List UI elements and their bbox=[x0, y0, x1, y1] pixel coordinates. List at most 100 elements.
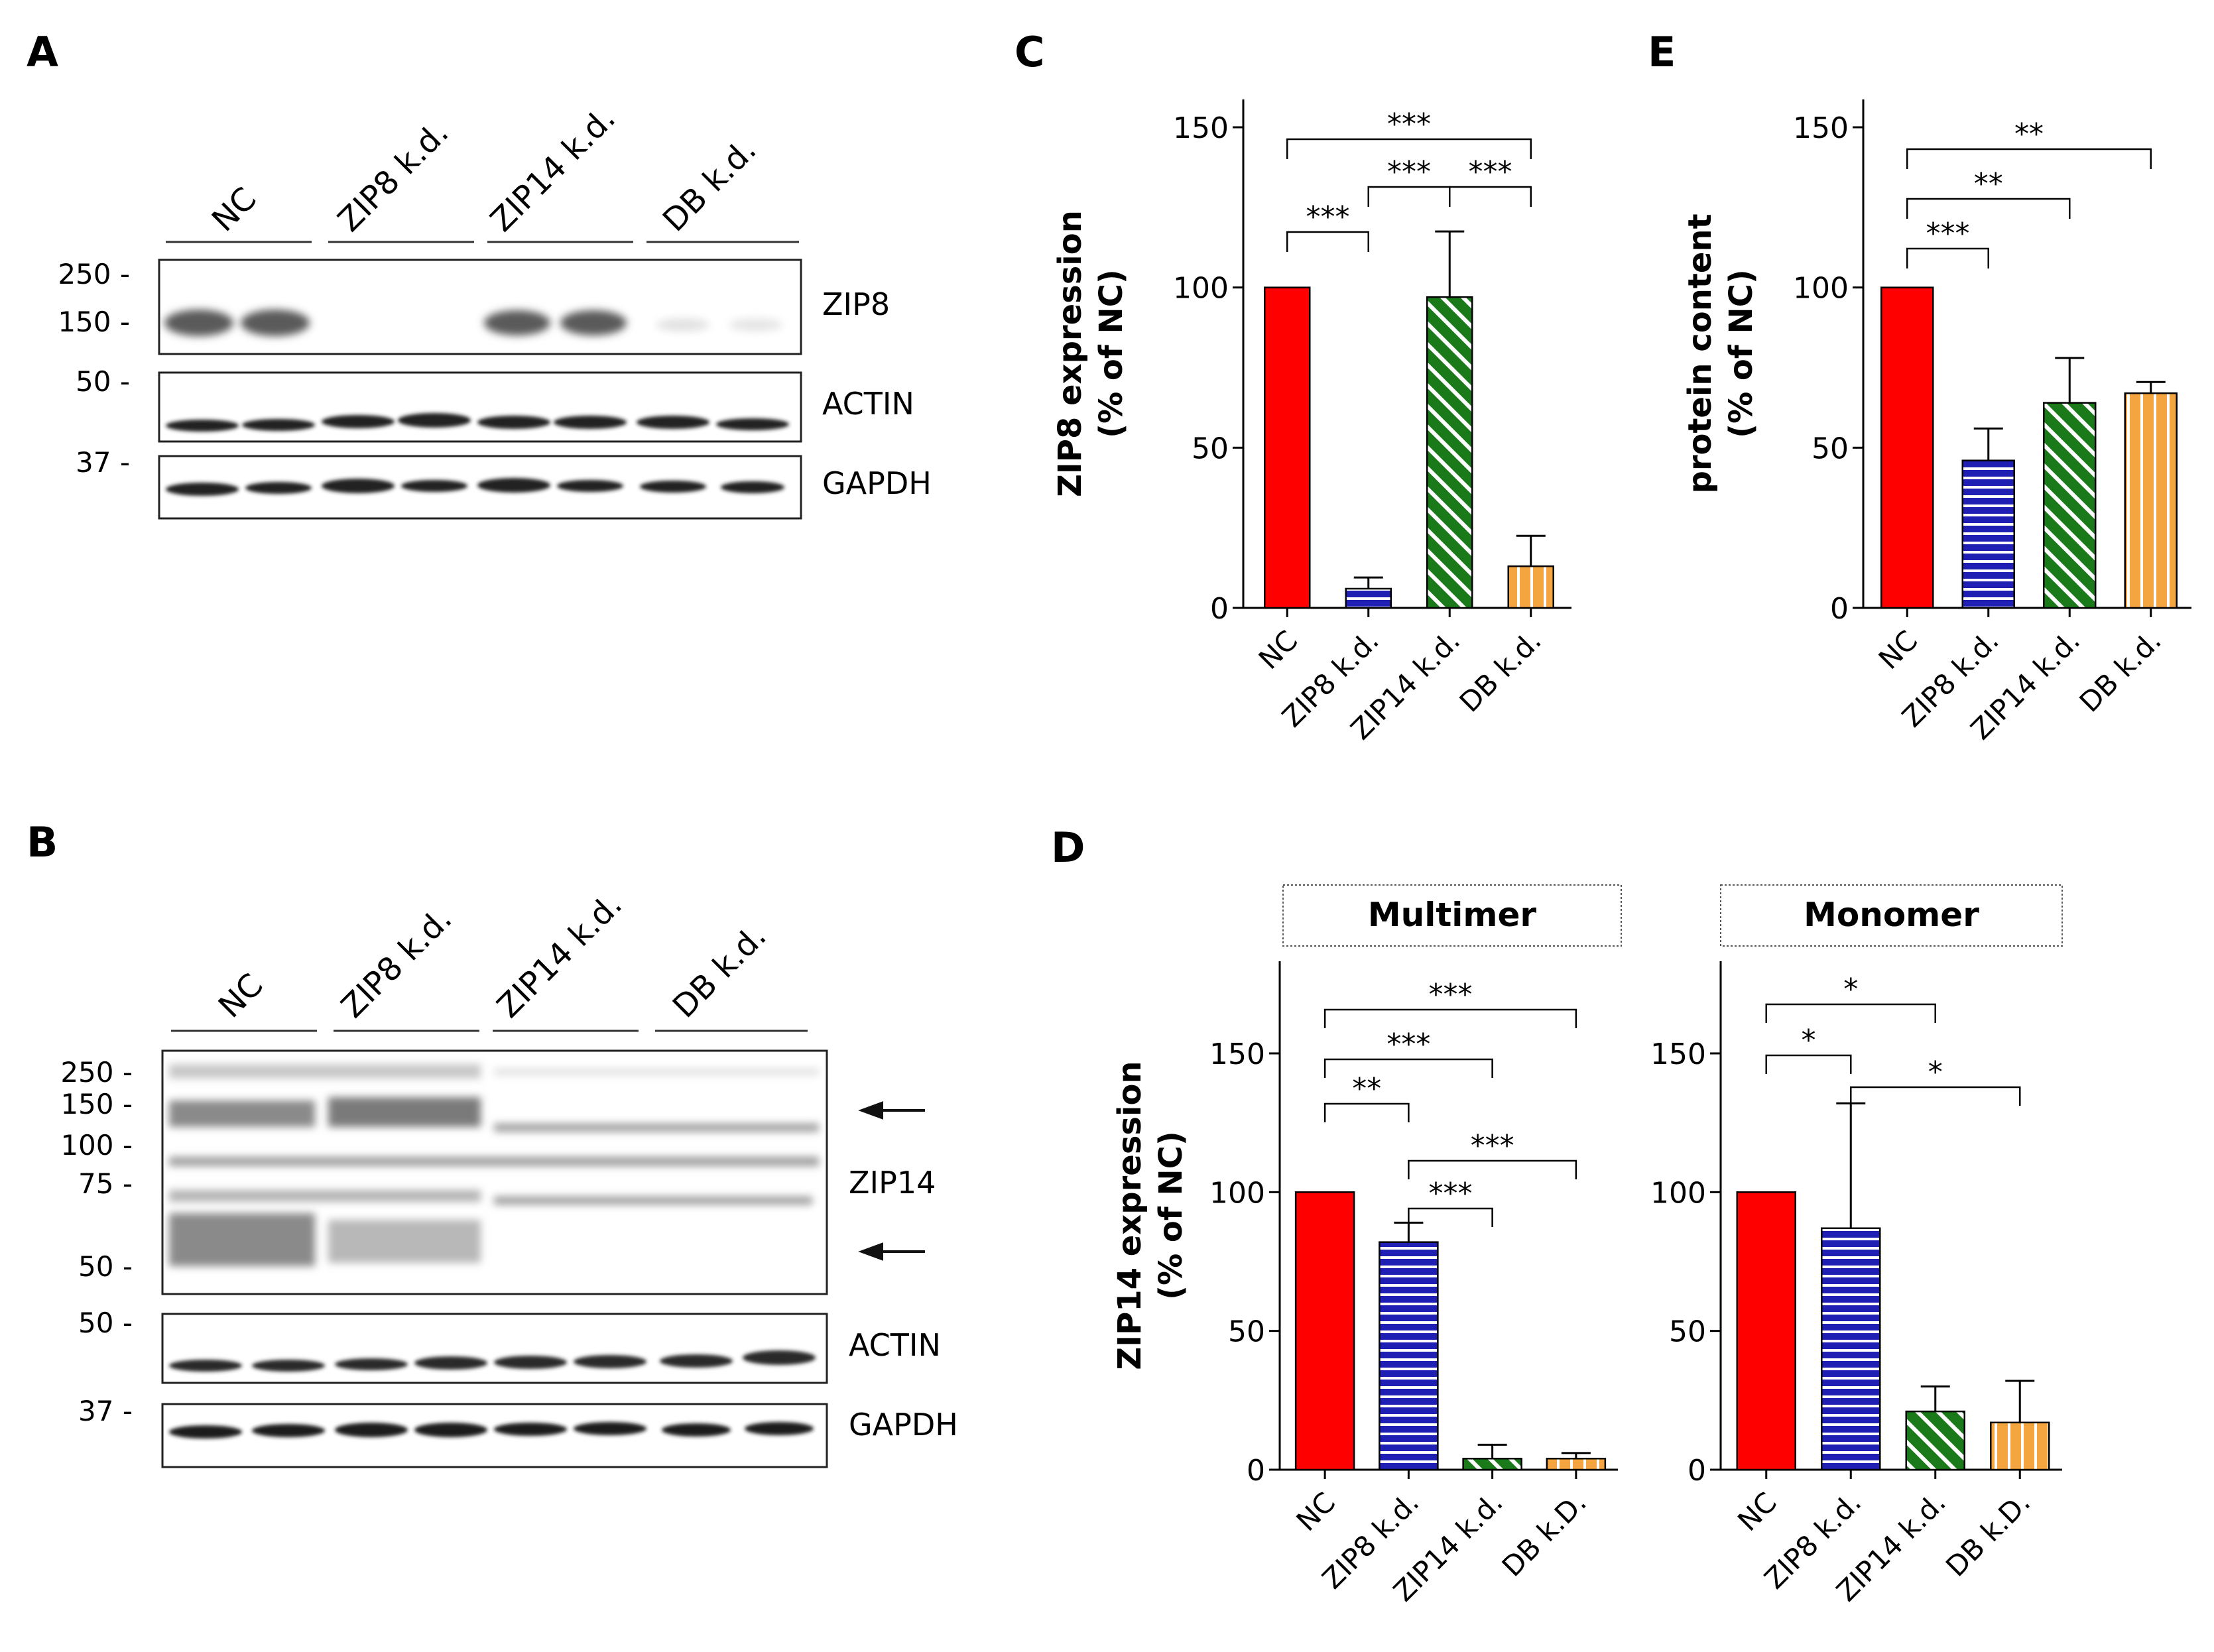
bar bbox=[1821, 1227, 1881, 1471]
y-tick-label: 100 bbox=[1209, 1176, 1265, 1210]
y-axis-label: (% of NC) bbox=[1152, 1131, 1190, 1300]
arrow-icon bbox=[858, 1242, 925, 1261]
lane-label-nc: NC bbox=[212, 967, 271, 1026]
arrow-icon bbox=[858, 1101, 925, 1120]
bar bbox=[1345, 587, 1392, 609]
bar bbox=[1264, 286, 1311, 609]
bar bbox=[1961, 459, 2015, 609]
blot-actin-a: ACTIN 50 - bbox=[76, 365, 914, 443]
x-tick-label: DB k.d. bbox=[1453, 624, 1548, 718]
significance-label: *** bbox=[1387, 107, 1431, 141]
significance-bracket bbox=[1323, 1008, 1577, 1028]
significance-bracket bbox=[1765, 1003, 1936, 1023]
blot-gapdh-b: GAPDH 37 - bbox=[78, 1395, 958, 1468]
chart-title-box bbox=[1282, 884, 1622, 947]
lane-label-zip14: ZIP14 k.d. bbox=[483, 99, 623, 239]
lane-label-zip8: ZIP8 k.d. bbox=[334, 900, 459, 1025]
y-tick-label: 50 bbox=[1192, 432, 1229, 465]
significance-label: ** bbox=[1352, 1072, 1381, 1106]
y-axis-label: (% of NC) bbox=[1723, 269, 1760, 438]
y-tick-label: 100 bbox=[1793, 272, 1849, 306]
blot-label-actin-a: ACTIN bbox=[822, 386, 914, 422]
significance-label: * bbox=[1928, 1055, 1943, 1089]
significance-bracket bbox=[1906, 148, 2152, 169]
bar bbox=[1880, 286, 1934, 609]
significance-label: * bbox=[1802, 1024, 1816, 1057]
x-tick-label: NC bbox=[1253, 624, 1304, 676]
significance-bracket bbox=[1906, 247, 1989, 268]
marker-50: 50 - bbox=[76, 365, 130, 398]
bar bbox=[1426, 296, 1473, 609]
significance-label: *** bbox=[1306, 200, 1350, 234]
significance-label: * bbox=[1843, 973, 1858, 1006]
bar bbox=[2124, 392, 2178, 609]
marker-150: 150 - bbox=[58, 306, 130, 338]
y-tick-label: 150 bbox=[1209, 1037, 1265, 1071]
significance-label: ** bbox=[2014, 117, 2044, 151]
y-tick-label: 150 bbox=[1793, 111, 1849, 145]
significance-label: *** bbox=[1469, 155, 1512, 189]
y-tick-label: 50 bbox=[1812, 432, 1849, 465]
marker-50: 50 - bbox=[78, 1250, 133, 1283]
blot-label-actin-b: ACTIN bbox=[849, 1327, 941, 1363]
significance-label: *** bbox=[1926, 217, 1970, 251]
bar bbox=[1905, 1410, 1965, 1471]
lane-label-db: DB k.d. bbox=[656, 131, 764, 239]
chart-title: Monomer bbox=[1804, 896, 1979, 934]
y-tick-label: 50 bbox=[1669, 1315, 1706, 1349]
marker-50: 50 - bbox=[78, 1307, 133, 1339]
bar bbox=[1546, 1458, 1607, 1471]
blot-label-gapdh-b: GAPDH bbox=[849, 1407, 958, 1443]
x-tick-label: DB k.D. bbox=[1939, 1486, 2036, 1582]
bar bbox=[1294, 1191, 1355, 1471]
marker-100: 100 - bbox=[60, 1129, 133, 1161]
y-tick-label: 50 bbox=[1228, 1315, 1265, 1349]
marker-37: 37 - bbox=[76, 446, 130, 479]
significance-label: *** bbox=[1386, 1028, 1430, 1061]
significance-label: *** bbox=[1387, 155, 1431, 189]
y-tick-label: 0 bbox=[1830, 592, 1849, 626]
marker-250: 250 - bbox=[58, 258, 130, 290]
chart-title: Multimer bbox=[1368, 896, 1537, 934]
blot-zip8: ZIP8 250 - 150 - bbox=[58, 258, 890, 355]
significance-bracket bbox=[1408, 1207, 1493, 1227]
x-tick-label: NC bbox=[1731, 1486, 1783, 1537]
y-axis-label: ZIP14 expression bbox=[1111, 1061, 1148, 1370]
blot-gapdh-a: GAPDH 37 - bbox=[76, 446, 932, 520]
bar bbox=[1507, 565, 1554, 609]
panel-b: B NC ZIP8 k.d. ZIP14 k.d. DB k.d. bbox=[27, 818, 958, 1468]
bar bbox=[1990, 1421, 2050, 1471]
significance-bracket bbox=[1286, 231, 1369, 252]
significance-bracket bbox=[1367, 186, 1451, 207]
y-tick-label: 0 bbox=[1688, 1454, 1706, 1488]
chart-title-box bbox=[1720, 884, 2063, 947]
blot-label-zip8: ZIP8 bbox=[822, 286, 890, 322]
significance-bracket bbox=[1408, 1159, 1577, 1179]
blot-zip14: ZIP14 250 - 150 - 100 - 75 - 50 - bbox=[60, 1049, 936, 1295]
y-tick-label: 100 bbox=[1650, 1176, 1706, 1210]
x-tick-label: NC bbox=[1290, 1486, 1342, 1537]
marker-250: 250 - bbox=[60, 1056, 133, 1089]
y-tick-label: 150 bbox=[1173, 111, 1229, 145]
significance-bracket bbox=[1286, 138, 1532, 159]
significance-label: *** bbox=[1429, 978, 1473, 1012]
panel-a-letter: A bbox=[27, 28, 58, 76]
significance-bracket bbox=[1449, 186, 1532, 207]
marker-75: 75 - bbox=[78, 1167, 133, 1200]
blot-label-zip14: ZIP14 bbox=[849, 1165, 936, 1201]
panel-letter: C bbox=[1015, 28, 1045, 76]
x-tick-label: DB k.d. bbox=[2073, 624, 2168, 718]
bar bbox=[1379, 1241, 1439, 1471]
panel-d-letter: D bbox=[1051, 823, 1085, 872]
lane-label-nc: NC bbox=[205, 180, 264, 239]
marker-150: 150 - bbox=[60, 1088, 133, 1120]
lane-label-zip8: ZIP8 k.d. bbox=[331, 114, 456, 239]
y-tick-label: 0 bbox=[1247, 1454, 1265, 1488]
lane-label-db: DB k.d. bbox=[666, 917, 774, 1026]
panel-a: A NC ZIP8 k.d. ZIP14 k.d. DB k.d. ZIP8 2… bbox=[27, 28, 932, 520]
blot-label-gapdh-a: GAPDH bbox=[822, 465, 932, 501]
x-tick-label: DB k.D. bbox=[1496, 1486, 1593, 1582]
significance-label: *** bbox=[1429, 1177, 1473, 1210]
